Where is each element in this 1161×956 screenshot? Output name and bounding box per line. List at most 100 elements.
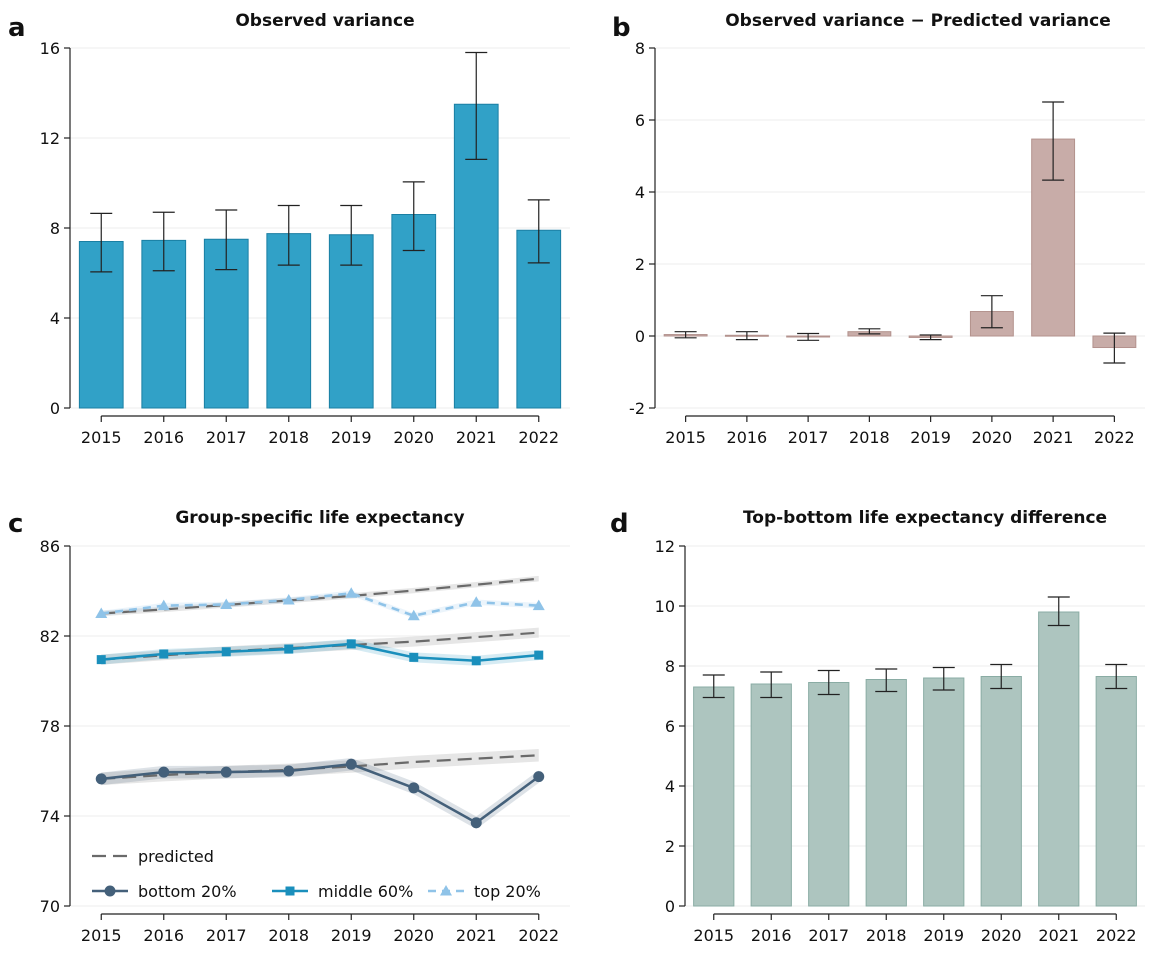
panel-d-x-tick-label: 2020 (981, 926, 1022, 945)
panel-a-x-tick-label: 2017 (206, 428, 247, 447)
panel-b-x-tick-label: 2015 (665, 428, 706, 447)
panel-b-title: Observed variance − Predicted variance (725, 11, 1111, 31)
panel-a: a Observed variance 0 4 8 12 16 2015 2016 2017 2… (8, 11, 570, 447)
panel-d-bar (980, 676, 1022, 907)
panel-c-x-tick-label: 2018 (268, 926, 309, 945)
panel-c-y-tick-label: 82 (40, 627, 60, 646)
legend-swatch-marker (285, 886, 295, 896)
panel-b-x-tick-label: 2020 (972, 428, 1013, 447)
panel-c-title: Group-specific life expectancy (175, 508, 464, 528)
panel-c-point (283, 765, 295, 777)
panel-c-point (282, 594, 295, 605)
panel-c-observed-band (101, 590, 539, 619)
panel-c-point (221, 647, 231, 657)
panel-c-point (284, 644, 294, 654)
panel-d: d Top-bottom life expectancy difference … (610, 508, 1145, 945)
panel-b-x-tick-label: 2016 (727, 428, 768, 447)
panel-d-bar (1095, 676, 1137, 907)
panel-c-y-tick-label: 70 (40, 897, 60, 916)
panel-d-y-tick-label: 0 (665, 897, 675, 916)
panel-a-x-tick-label: 2020 (393, 428, 434, 447)
panel-c-predicted-line (101, 577, 539, 615)
panel-letter-b: b (612, 13, 631, 43)
panel-a-x-tick-label: 2022 (518, 428, 559, 447)
panel-a-x-tick-label: 2015 (81, 428, 122, 447)
panel-letter-c: c (8, 509, 23, 539)
panel-d-bar (1038, 611, 1080, 907)
panel-a-x-tick-label: 2018 (268, 428, 309, 447)
panel-c-point (345, 758, 357, 770)
panel-a-y-tick-label: 0 (50, 399, 60, 418)
panel-d-bar (693, 686, 735, 907)
panel-a-x-tick-label: 2021 (456, 428, 497, 447)
panel-d-x-tick-label: 2017 (808, 926, 849, 945)
panel-d-x-tick-label: 2022 (1096, 926, 1137, 945)
panel-b-x-tick-label: 2019 (910, 428, 951, 447)
panel-a-plot: 0 4 8 12 16 2015 2016 2017 2018 2019 2020 2021 2022 (40, 39, 570, 447)
panel-c-x-tick-label: 2015 (81, 926, 122, 945)
panel-d-x-tick-label: 2018 (866, 926, 907, 945)
panel-b-y-tick-label: 6 (635, 111, 645, 130)
panel-c-point (470, 817, 482, 829)
panel-d-x-tick-label: 2021 (1038, 926, 1079, 945)
panel-c-x-tick-label: 2021 (456, 926, 497, 945)
panel-b-y-tick-label: 0 (635, 327, 645, 346)
panel-c-point (470, 596, 483, 607)
panel-d-bar (923, 677, 965, 907)
panel-a-y-tick-label: 16 (40, 39, 60, 58)
panel-c-point (409, 652, 419, 662)
panel-d-x-tick-label: 2015 (693, 926, 734, 945)
panel-b-plot: -2 0 2 4 6 8 2015 2016 2017 2018 2019 2020 2021 2022 (629, 39, 1145, 447)
panel-c-point (220, 766, 232, 778)
panel-c-observed-band (101, 757, 539, 830)
panel-d-bar (750, 683, 792, 907)
panel-b-y-tick-label: -2 (629, 399, 645, 418)
panel-c-y-tick-label: 86 (40, 537, 60, 556)
panel-b-y-tick-label: 4 (635, 183, 645, 202)
panel-a-x-tick-label: 2016 (143, 428, 184, 447)
panel-c-point (96, 655, 106, 665)
panel-c-series-line (101, 591, 539, 618)
panel-c-point (407, 609, 420, 621)
panel-c-point (346, 639, 356, 649)
panel-c-point (408, 782, 420, 794)
legend-series-label: bottom 20% (138, 882, 237, 901)
legend-swatch-marker (440, 885, 452, 896)
panel-c-legend: predicted bottom 20% middle 60% top 20% (92, 847, 541, 901)
panel-a-bar (266, 233, 312, 409)
panel-b-y-tick-label: 2 (635, 255, 645, 274)
panel-c-x-tick-label: 2022 (518, 926, 559, 945)
panel-c-x-tick-label: 2017 (206, 926, 247, 945)
legend-swatch-marker (104, 885, 116, 897)
panel-a-title: Observed variance (235, 11, 414, 31)
panel-c-point (159, 649, 169, 659)
panel-c-point (95, 773, 107, 785)
panel-c-point (532, 599, 545, 611)
panel-a-x-tick-label: 2019 (331, 428, 372, 447)
panel-c-x-tick-label: 2019 (331, 926, 372, 945)
panel-a-bar (328, 234, 374, 409)
panel-d-y-tick-label: 10 (655, 597, 675, 616)
panel-d-y-tick-label: 8 (665, 657, 675, 676)
panel-b-x-tick-label: 2021 (1033, 428, 1074, 447)
panel-c-point (534, 650, 544, 660)
panel-c-point (471, 656, 481, 666)
panel-c-point (533, 771, 545, 783)
panel-a-y-tick-label: 4 (50, 309, 60, 328)
panel-c-x-tick-label: 2016 (143, 926, 184, 945)
panel-d-bar (808, 682, 850, 907)
panel-c-plot: 70 74 78 82 86 2015 2016 2017 2018 2019 2020 2021 20… (40, 537, 570, 945)
panel-d-y-tick-label: 4 (665, 777, 675, 796)
legend-predicted-label: predicted (138, 847, 214, 866)
panel-c-y-tick-label: 78 (40, 717, 60, 736)
panel-b: b Observed variance − Predicted variance… (612, 11, 1145, 447)
panel-c-point (157, 599, 170, 611)
panel-d-plot: 0 2 4 6 8 10 12 2015 2016 2017 2018 2019 2020 2021 202… (655, 537, 1145, 945)
legend-series-label: middle 60% (318, 882, 413, 901)
panel-c-series-line (101, 762, 540, 825)
panel-c: c Group-specific life expectancy 70 74 78 8… (8, 508, 570, 945)
panel-d-x-tick-label: 2019 (923, 926, 964, 945)
panel-letter-a: a (8, 13, 26, 43)
panel-c-point (158, 766, 170, 778)
